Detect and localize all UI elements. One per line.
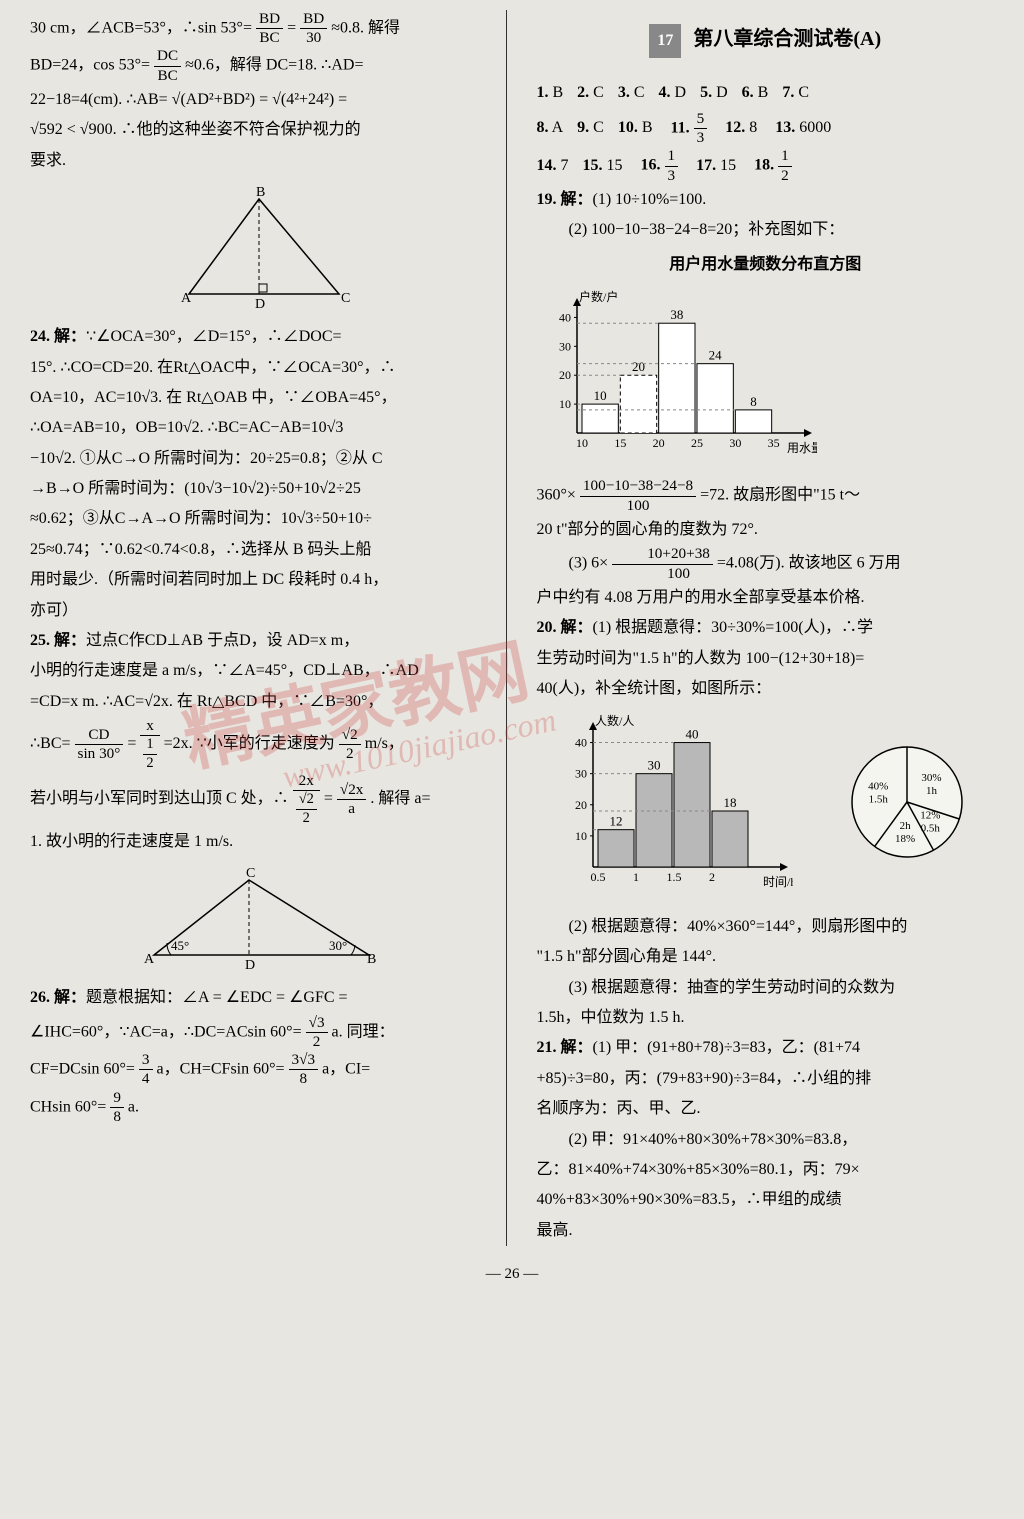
- p3: 22−18=4(cm). ∴AB= √(AD²+BD²) = √(4²+24²)…: [30, 85, 488, 115]
- histogram1: 10 20 30 40 10 20 38 24 8 10 15 20 25 30 35 户数/户用水量/t: [537, 288, 995, 469]
- svg-text:40: 40: [686, 727, 699, 742]
- answer-item: 6. B: [742, 76, 769, 110]
- svg-text:30: 30: [729, 436, 741, 450]
- svg-text:24: 24: [708, 348, 722, 363]
- answers-row2: 8. A9. C10. B 11. 53 12. 8 13. 6000: [537, 110, 995, 147]
- svg-text:18%: 18%: [895, 834, 915, 846]
- svg-text:38: 38: [670, 307, 683, 322]
- svg-text:25: 25: [691, 436, 703, 450]
- svg-text:时间/h: 时间/h: [763, 875, 793, 889]
- svg-text:20: 20: [559, 368, 571, 382]
- answer-item: 7. C: [782, 76, 809, 110]
- histogram1-title: 用户用水量频数分布直方图: [537, 250, 995, 280]
- svg-text:8: 8: [750, 394, 757, 409]
- svg-text:C: C: [246, 866, 255, 881]
- svg-text:10: 10: [576, 436, 588, 450]
- chapter-title: 17 第八章综合测试卷(A): [537, 20, 995, 58]
- svg-text:2: 2: [709, 870, 715, 884]
- svg-text:40: 40: [575, 736, 587, 750]
- svg-text:45°: 45°: [171, 938, 189, 953]
- answers-row1: 1. B 2. C 3. C 4. D 5. D 6. B 7. C: [537, 76, 995, 110]
- piechart: 30%1h12%0.5h2h18%40%1.5h: [837, 737, 977, 878]
- svg-text:20: 20: [652, 436, 664, 450]
- answer-item: 1. B: [537, 76, 564, 110]
- svg-text:1.5: 1.5: [667, 870, 682, 884]
- svg-text:C: C: [341, 291, 350, 306]
- answer-item: 2. C: [577, 76, 604, 110]
- svg-text:30: 30: [575, 767, 587, 781]
- histogram2: 10 20 30 40 12 30 40 18 0.5 1 1.5 2 人数/人时间/h: [553, 712, 793, 903]
- answer-item: 15. 15: [583, 149, 623, 183]
- svg-text:A: A: [144, 952, 155, 967]
- page-number: — 26 —: [30, 1266, 994, 1283]
- svg-text:户数/户: 户数/户: [579, 289, 618, 304]
- svg-text:1: 1: [633, 870, 639, 884]
- svg-text:30: 30: [559, 339, 571, 353]
- q20: 20. 解：(1) 根据题意得：30÷30%=100(人)，∴学: [537, 613, 995, 643]
- svg-text:A: A: [181, 291, 192, 306]
- svg-text:12: 12: [610, 814, 623, 829]
- answer-item: 4. D: [659, 76, 687, 110]
- svg-text:D: D: [245, 958, 255, 973]
- answer-item: 8. A: [537, 111, 564, 145]
- svg-text:30°: 30°: [329, 938, 347, 953]
- svg-text:人数/人: 人数/人: [595, 713, 634, 728]
- svg-text:10: 10: [593, 388, 606, 403]
- q21: 21. 解：(1) 甲：(91+80+78)÷3=83，乙：(81+74: [537, 1033, 995, 1063]
- q19: 19. 解：(1) 10÷10%=100.: [537, 185, 995, 215]
- right-column: 17 第八章综合测试卷(A) 1. B 2. C 3. C 4. D 5. D 6. B 7…: [527, 10, 995, 1246]
- answers-row3: 14. 715. 15 16. 13 17. 15 18. 12: [537, 147, 995, 184]
- svg-text:10: 10: [559, 397, 571, 411]
- triangle1-svg: A B C D: [159, 184, 359, 314]
- svg-text:B: B: [367, 952, 376, 967]
- svg-text:30: 30: [648, 758, 661, 773]
- q26: 26. 解：题意根据知：∠A = ∠EDC = ∠GFC =: [30, 983, 488, 1013]
- svg-text:30%: 30%: [922, 773, 942, 785]
- svg-text:20: 20: [632, 359, 645, 374]
- svg-text:D: D: [255, 297, 265, 312]
- answer-item: 10. B: [618, 111, 653, 145]
- p5: 要求.: [30, 146, 488, 176]
- answer-item: 5. D: [700, 76, 728, 110]
- svg-text:B: B: [256, 185, 265, 200]
- svg-text:1.5h: 1.5h: [869, 794, 889, 806]
- svg-text:18: 18: [724, 795, 737, 810]
- svg-text:40: 40: [559, 311, 571, 325]
- svg-text:20: 20: [575, 798, 587, 812]
- answer-item: 3. C: [618, 76, 645, 110]
- svg-text:1h: 1h: [926, 786, 938, 798]
- answer-item: 14. 7: [537, 149, 569, 183]
- p1: 30 cm，∠ACB=53°，∴sin 53°= BDBC = BD30 ≈0.…: [30, 10, 488, 47]
- q24: 24. 解：∵∠OCA=30°，∠D=15°，∴∠DOC=: [30, 322, 488, 352]
- page-container: 30 cm，∠ACB=53°，∴sin 53°= BDBC = BD30 ≈0.…: [30, 10, 994, 1246]
- svg-text:10: 10: [575, 829, 587, 843]
- svg-text:2h: 2h: [900, 821, 912, 833]
- triangle2-svg: A B C D 45° 30°: [129, 865, 389, 975]
- p2: BD=24，cos 53°= DCBC ≈0.6，解得 DC=18. ∴AD=: [30, 47, 488, 84]
- svg-text:15: 15: [614, 436, 626, 450]
- svg-text:用水量/t: 用水量/t: [787, 441, 817, 455]
- svg-text:0.5: 0.5: [591, 870, 606, 884]
- p4: √592 < √900. ∴他的这种坐姿不符合保护视力的: [30, 115, 488, 145]
- svg-text:40%: 40%: [868, 781, 888, 793]
- answer-item: 9. C: [577, 111, 604, 145]
- left-column: 30 cm，∠ACB=53°，∴sin 53°= BDBC = BD30 ≈0.…: [30, 10, 507, 1246]
- svg-text:12%: 12%: [920, 810, 940, 822]
- svg-text:35: 35: [767, 436, 779, 450]
- q25: 25. 解：过点C作CD⊥AB 于点D，设 AD=x m，: [30, 626, 488, 656]
